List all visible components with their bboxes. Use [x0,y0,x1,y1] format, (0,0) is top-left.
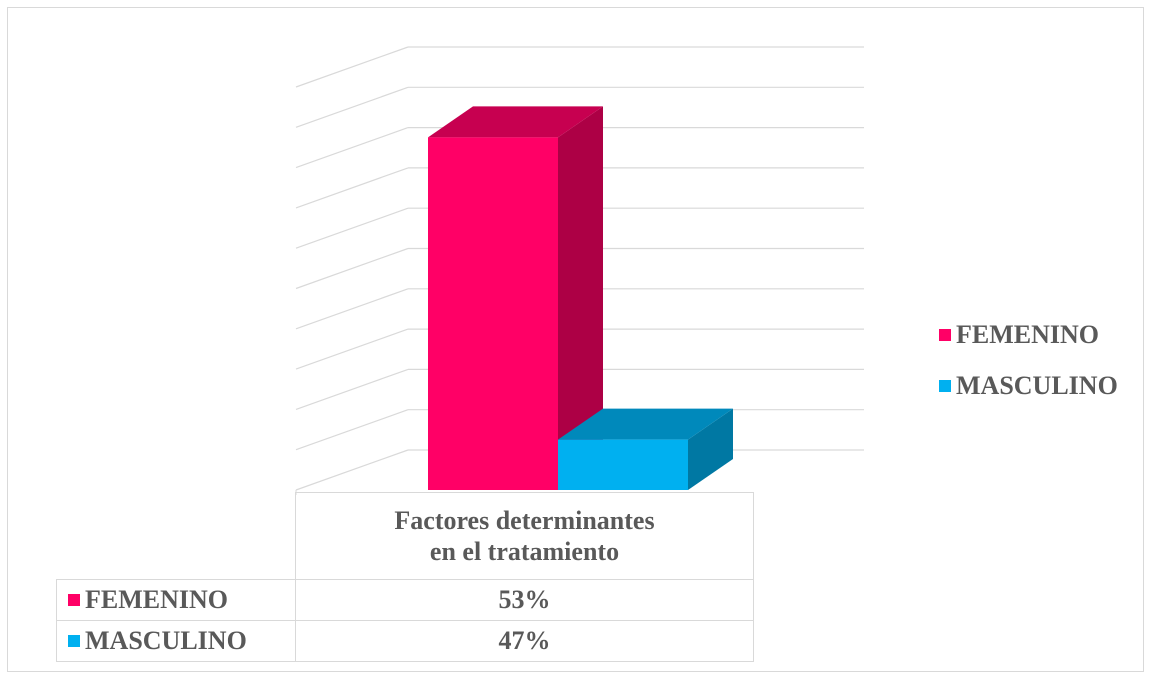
gridline-side-2 [295,368,409,410]
legend-entry-femenino: FEMENINO [939,318,1118,352]
bar-top-femenino [428,106,603,138]
gridline-side-5 [295,247,409,290]
gridline-side-9 [295,86,409,128]
gridline-side-0 [295,449,409,491]
bar-side-masculino [688,408,733,490]
data-table-series-label-femenino: FEMENINO [85,585,228,614]
data-table-header-row: Factores determinantes en el tratamiento [56,492,754,580]
data-table-swatch-femenino [68,594,80,607]
data-table-swatch-masculino [68,635,80,648]
gridline-side-1 [295,409,409,451]
data-table-series-femenino: FEMENINO [56,579,296,621]
bar-side-femenino [558,106,603,490]
category-label: Factores determinantes en el tratamiento [295,492,754,580]
data-table-value-femenino: 53% [295,579,754,621]
legend-swatch-masculino [939,380,951,392]
chart-legend: FEMENINO MASCULINO [939,318,1118,420]
gridline-side-6 [295,207,409,249]
gridline-side-4 [295,288,409,330]
data-table-value-masculino: 47% [295,620,754,662]
legend-entry-masculino: MASCULINO [939,369,1118,403]
chart-data-table: Factores determinantes en el tratamiento… [56,492,754,662]
gridline-side-3 [295,328,409,370]
data-table-row-femenino: FEMENINO 53% [56,579,754,621]
gridline-side-7 [295,167,409,209]
legend-label-masculino: MASCULINO [956,371,1118,400]
bar-femenino [428,137,558,490]
gridline-side-10 [295,46,409,88]
gridline-side-8 [295,127,409,169]
bar-top-masculino [558,408,733,440]
legend-swatch-femenino [939,329,951,341]
bar-masculino [558,439,688,490]
data-table-series-masculino: MASCULINO [56,620,296,662]
data-table-series-label-masculino: MASCULINO [85,626,247,655]
category-label-line-1: Factores determinantes [394,506,655,535]
data-table-corner [56,492,296,580]
category-label-line-2: en el tratamiento [429,537,620,566]
legend-label-femenino: FEMENINO [956,320,1099,349]
data-table-row-masculino: MASCULINO 47% [56,620,754,662]
